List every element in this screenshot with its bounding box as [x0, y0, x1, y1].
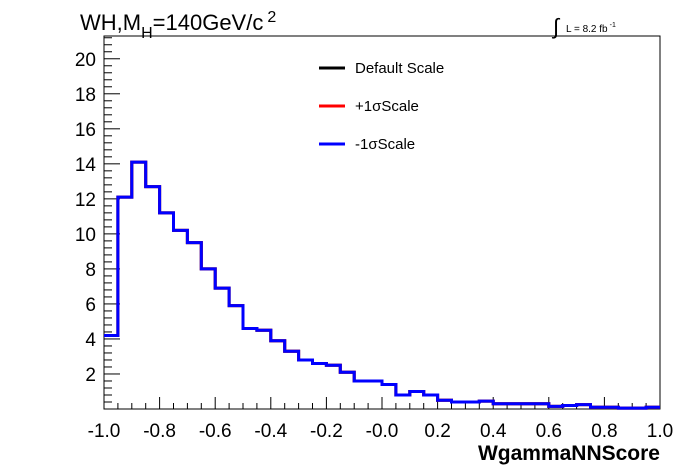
- luminosity-label: ∫ L = 8.2 fb -1: [551, 14, 616, 39]
- y-tick-label: 2: [85, 365, 96, 386]
- x-tick-label: 0.4: [480, 421, 507, 442]
- title-main: WH,M: [80, 10, 141, 35]
- y-tick-label: 4: [85, 330, 96, 351]
- x-tick-label: 0.2: [424, 421, 450, 442]
- integral-sign: ∫: [551, 14, 561, 39]
- series-line: [104, 160, 660, 410]
- y-tick-label: 14: [75, 155, 97, 176]
- x-tick-label: -0.0: [366, 421, 399, 442]
- legend: Default Scale +1σScale -1σScale: [319, 60, 444, 153]
- y-axis: 2 4 6 8 10 12 14 16 18 20: [75, 37, 120, 403]
- x-tick-label: -0.6: [199, 421, 232, 442]
- title-subscript: H: [141, 25, 153, 42]
- y-tick-label: 10: [75, 225, 96, 246]
- y-tick-label: 12: [75, 190, 96, 211]
- y-tick-label: 6: [85, 295, 96, 316]
- plot-frame: [103, 35, 661, 410]
- title-rest: =140GeV/c: [153, 10, 264, 35]
- title-superscript: 2: [267, 9, 276, 26]
- x-tick-label: 0.8: [591, 421, 617, 442]
- x-tick-label: -1.0: [88, 421, 121, 442]
- legend-entry: Default Scale: [355, 60, 444, 77]
- x-tick-label: 1.0: [647, 421, 673, 442]
- y-tick-label: 8: [85, 260, 96, 281]
- legend-entry: -1σScale: [355, 136, 415, 153]
- y-tick-label: 18: [75, 85, 96, 106]
- chart-title: WH,MH=140GeV/c 2: [80, 9, 276, 42]
- y-tick-label: 16: [75, 120, 96, 141]
- series-line: [104, 160, 660, 410]
- luminosity-text: L = 8.2 fb -1: [566, 22, 616, 35]
- x-axis: -1.0 -0.8 -0.6 -0.4 -0.2 -0.0 0.2 0.4 0.6 0.8 1.0: [88, 397, 673, 442]
- x-tick-label: 0.6: [536, 421, 562, 442]
- luminosity-value: L = 8.2 fb: [566, 24, 608, 35]
- y-tick-label: 20: [75, 50, 96, 71]
- legend-entry: +1σScale: [355, 98, 419, 115]
- series-line: [104, 160, 660, 410]
- x-tick-label: -0.2: [310, 421, 343, 442]
- x-axis-label: WgammaNNScore: [478, 442, 660, 465]
- luminosity-superscript: -1: [610, 22, 616, 29]
- x-tick-label: -0.4: [254, 421, 287, 442]
- x-tick-label: -0.8: [143, 421, 176, 442]
- series-layer: [104, 160, 660, 410]
